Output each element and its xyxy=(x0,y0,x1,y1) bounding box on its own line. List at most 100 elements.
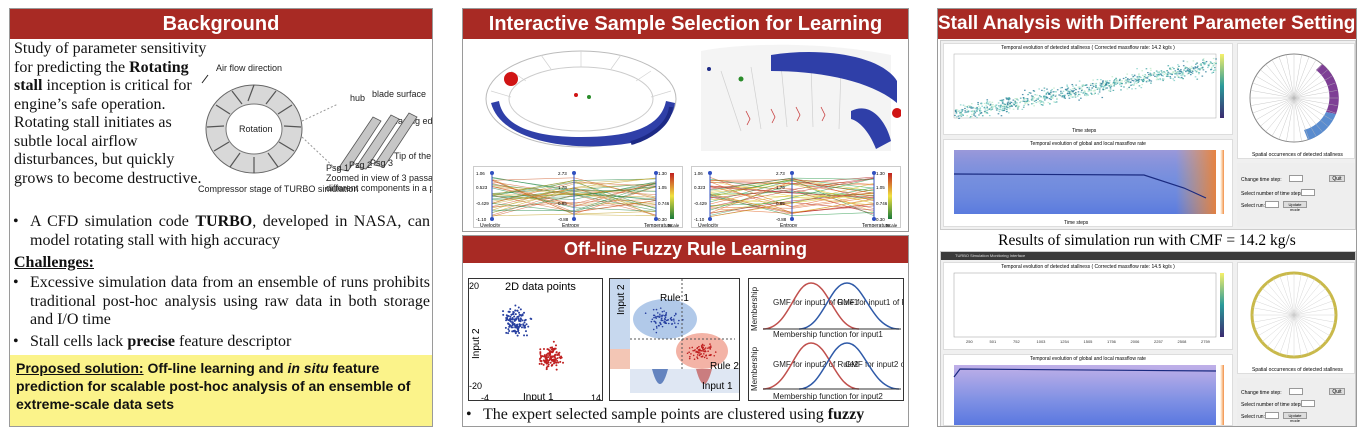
pc-tick-label: 0.30 xyxy=(658,217,667,222)
intro-line: engine’s safe operation. xyxy=(14,95,166,113)
x-axis-label: Input 1 xyxy=(523,392,554,401)
parallel-coords-right: Uvelocity Entropy Temperature 1.06 2.73 1.30 0… xyxy=(691,166,901,228)
select-num-steps-label: Select number of time steps: xyxy=(1241,191,1305,197)
x-tick-label: 2759 xyxy=(1201,339,1211,344)
rules-figure: Rule 1 Rule 2 Input 1 Input 2 xyxy=(609,278,740,401)
rule2-label: Rule 2 xyxy=(710,361,739,372)
interactive-panel: Interactive Sample Selection for Learnin… xyxy=(462,8,909,232)
challenges-heading: Challenges: xyxy=(14,254,94,271)
background-intro: Study of parameter sensitivity for predi… xyxy=(14,40,224,188)
x-tick-label: 250 xyxy=(966,339,973,344)
pc-axis-label: Entropy xyxy=(562,223,580,228)
background-bullets: A CFD simulation code TURBO, developed i… xyxy=(10,213,430,250)
air-flow-label: Air flow direction xyxy=(216,63,282,73)
stall-title: Stall Analysis with Different Parameter … xyxy=(938,9,1356,39)
pc-axis-label: Temperature xyxy=(644,223,672,228)
pc-tick-label: -0.88 xyxy=(558,217,569,222)
compressor-disk: Rotation xyxy=(205,84,303,174)
hub-label: hub xyxy=(350,93,365,103)
membership-figure: Membership Membership GMF for input1 of … xyxy=(748,278,904,401)
pc-tick-label: 0.746 xyxy=(876,201,888,206)
monitor-window-top: Temporal evolution of detected stallness… xyxy=(940,40,1356,230)
solution-text: Off-line learning and xyxy=(143,360,288,376)
pc-tick-label: 0.30 xyxy=(876,217,885,222)
pc-tick-label: -1.10 xyxy=(694,217,705,222)
parallel-coords-left: Uvelocity Entropy Temperature 1.06 2.73 1.30 0… xyxy=(473,166,683,228)
passage-blades xyxy=(337,112,418,172)
pc-tick-label: 1.05 xyxy=(658,185,667,190)
select-run-label: Select run: xyxy=(1241,414,1265,420)
intro-line: Rotating stall initiates as xyxy=(14,114,172,131)
membership-label-bottom: Membership xyxy=(750,346,759,391)
chart3-title: Temporal evolution of detected stallness… xyxy=(1001,264,1175,270)
intro-line: grows to become destructive. xyxy=(14,169,202,187)
challenge-item: Excessive simulation data from an ensemb… xyxy=(10,274,430,330)
stallness-heatmap-top: Time steps xyxy=(953,53,1224,134)
pc-scale-label: Scale xyxy=(668,223,680,228)
window-title-bar: TURBO Simulation Monitoring Interface xyxy=(941,252,1355,260)
fuzzy-bullets: The expert selected sample points are cl… xyxy=(463,406,908,425)
chart4-title: Temporal evolution of global and local m… xyxy=(1030,356,1146,362)
pc-tick-label: 0.523 xyxy=(476,185,488,190)
x-tick-label: 2006 xyxy=(1131,339,1141,344)
proposed-solution-box: Proposed solution: Off-line learning and… xyxy=(10,355,432,426)
num-steps-input[interactable] xyxy=(1301,400,1315,407)
pc-tick-label: -0.429 xyxy=(476,201,489,206)
mf-in2-label: Membership function for input2 xyxy=(773,392,883,401)
pc-tick-label: 2.73 xyxy=(558,171,567,176)
monitor-window-bottom: TURBO Simulation Monitoring Interface Te… xyxy=(940,251,1356,426)
change-time-step-label: Change time step: xyxy=(1241,177,1282,183)
time-step-input[interactable] xyxy=(1289,175,1303,182)
quit-button[interactable]: Quit xyxy=(1329,388,1345,395)
bullet-turbo: A CFD simulation code TURBO, developed i… xyxy=(10,213,430,250)
psg2-label: Psg 2 xyxy=(349,160,372,170)
intro-line: Study of parameter sensitivity xyxy=(14,40,207,57)
pc-axis-label: Entropy xyxy=(780,223,798,228)
figure-caption-left: Compressor stage of TURBO simulation xyxy=(198,184,358,194)
x-min-label: -4 xyxy=(481,393,489,401)
update-mode-button[interactable]: Update mode xyxy=(1283,412,1307,423)
fuzzy-panel: Off-line Fuzzy Rule Learning 2D data poi… xyxy=(462,235,909,427)
y-max-label: 20 xyxy=(469,281,479,291)
chart1-title: Temporal evolution of detected stallness… xyxy=(1001,45,1175,51)
polar-plot-top: Spatial occurrences of detected stallnes… xyxy=(1237,43,1355,159)
challenges-list: Excessive simulation data from an ensemb… xyxy=(10,274,430,351)
chart2-title: Temporal evolution of global and local m… xyxy=(1030,141,1146,147)
rules-y-label: Input 2 xyxy=(616,284,627,315)
intro-line: disturbances, but quickly xyxy=(14,151,175,168)
update-mode-button[interactable]: Update mode xyxy=(1283,201,1307,212)
pc-tick-label: 1.79 xyxy=(776,185,785,190)
fuzzy-title: Off-line Fuzzy Rule Learning xyxy=(463,236,908,263)
pc-axis-label: Temperature xyxy=(862,223,890,228)
x-tick-label: 1505 xyxy=(1084,339,1094,344)
scatter-plot-box: 2D data points 20 -20 -4 14 Input 1 Inpu… xyxy=(468,278,603,401)
x-tick-label: 501 xyxy=(990,339,997,344)
mf-in1-label: Membership function for input1 xyxy=(773,330,883,339)
psg3-label: Psg 3 xyxy=(370,158,393,168)
intro-line: subtle local airflow xyxy=(14,132,138,150)
time-step-input[interactable] xyxy=(1289,388,1303,395)
pc-tick-label: 2.73 xyxy=(776,171,785,176)
solution-text: feature prediction for scalable post-hoc… xyxy=(16,360,411,412)
gmf-in1-r2: GMF for input1 of Rule2 xyxy=(837,298,904,307)
massflow-chart-top: Time steps xyxy=(953,150,1224,226)
pc-tick-label: 0.746 xyxy=(658,201,670,206)
tip-label: Tip of the blade xyxy=(394,151,432,161)
solution-label: Proposed solution: xyxy=(16,360,144,376)
intro-line: stall inception is critical for xyxy=(14,77,192,94)
stallness-chart-bottom: 250 501 752 1003 1254 1505 1756 2006 2257 2508 275… xyxy=(953,272,1224,344)
run-select[interactable] xyxy=(1265,412,1279,419)
pc-scale-label: Scale xyxy=(886,223,898,228)
x-tick-label: 1254 xyxy=(1060,339,1070,344)
interactive-title: Interactive Sample Selection for Learnin… xyxy=(463,9,908,39)
select-num-steps-label: Select number of time steps: xyxy=(1241,402,1305,408)
pc-tick-label: 1.06 xyxy=(476,171,485,176)
num-steps-input[interactable] xyxy=(1301,189,1315,196)
pc-tick-label: 1.30 xyxy=(876,171,885,176)
pc-tick-label: 0.85 xyxy=(776,201,785,206)
quit-button[interactable]: Quit xyxy=(1329,175,1345,182)
controls-top: Change time step: Quit Select number of … xyxy=(1237,163,1355,227)
pc-tick-label: -0.429 xyxy=(694,201,707,206)
challenge-item: Stall cells lack precise feature descrip… xyxy=(10,333,430,352)
run-select[interactable] xyxy=(1265,201,1279,208)
